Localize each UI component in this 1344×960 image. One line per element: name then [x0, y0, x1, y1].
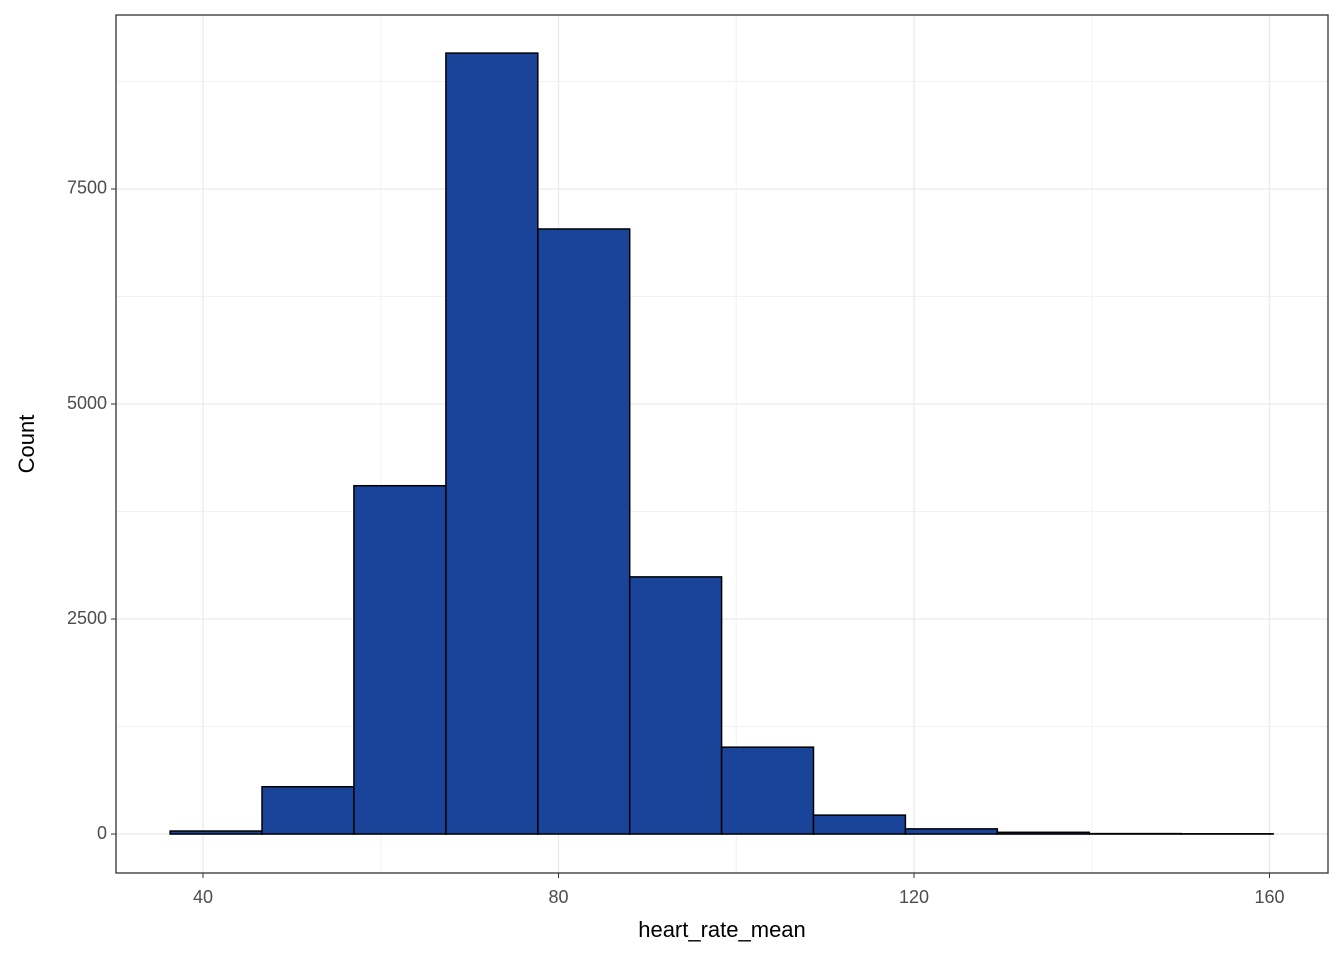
- x-tick-label: 160: [1254, 887, 1284, 907]
- bar: [904, 828, 999, 835]
- y-tick-label: 5000: [67, 393, 107, 413]
- bar: [169, 830, 263, 835]
- bar: [537, 228, 631, 835]
- bar: [628, 576, 723, 835]
- bar: [720, 746, 815, 835]
- x-tick-label: 80: [548, 887, 568, 907]
- bar: [812, 814, 907, 835]
- y-tick-label: 0: [97, 823, 107, 843]
- panel-border: [115, 14, 1329, 874]
- bar: [445, 52, 539, 835]
- x-tick-label: 40: [193, 887, 213, 907]
- bar: [353, 484, 447, 835]
- x-axis-title: heart_rate_mean: [638, 917, 806, 942]
- y-tick-label: 2500: [67, 608, 107, 628]
- bar: [261, 785, 355, 835]
- x-tick-label: 120: [899, 887, 929, 907]
- y-axis-title: Count: [14, 415, 39, 474]
- y-tick-label: 7500: [67, 178, 107, 198]
- bar: [996, 831, 1091, 835]
